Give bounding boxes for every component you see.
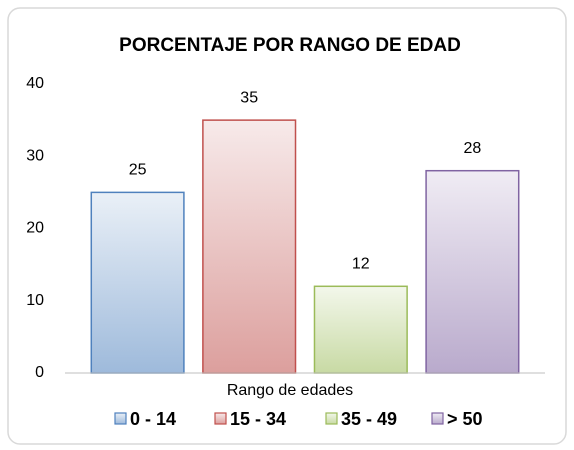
legend-swatch (325, 412, 338, 425)
data-label: 35 (240, 89, 258, 106)
legend-label: 0 - 14 (130, 409, 176, 429)
bar (90, 191, 185, 374)
y-tick-label: 20 (26, 220, 44, 237)
bar (425, 169, 520, 374)
legend-label: 15 - 34 (230, 409, 286, 429)
data-label: 25 (129, 162, 147, 179)
bar (313, 285, 408, 374)
y-tick-label: 30 (26, 147, 44, 164)
legend-swatch (431, 412, 444, 425)
legend-label: > 50 (447, 409, 483, 429)
x-axis-label: Rango de edades (227, 382, 353, 399)
chart-title: PORCENTAJE POR RANGO DE EDAD (119, 35, 461, 56)
legend-swatch (214, 412, 227, 425)
data-label: 28 (464, 140, 482, 157)
data-label: 12 (352, 256, 370, 273)
bar (202, 119, 297, 374)
y-tick-label: 10 (26, 292, 44, 309)
legend-swatch (114, 412, 127, 425)
legend-label: 35 - 49 (341, 409, 397, 429)
y-tick-label: 0 (35, 364, 44, 381)
y-tick-label: 40 (26, 75, 44, 92)
